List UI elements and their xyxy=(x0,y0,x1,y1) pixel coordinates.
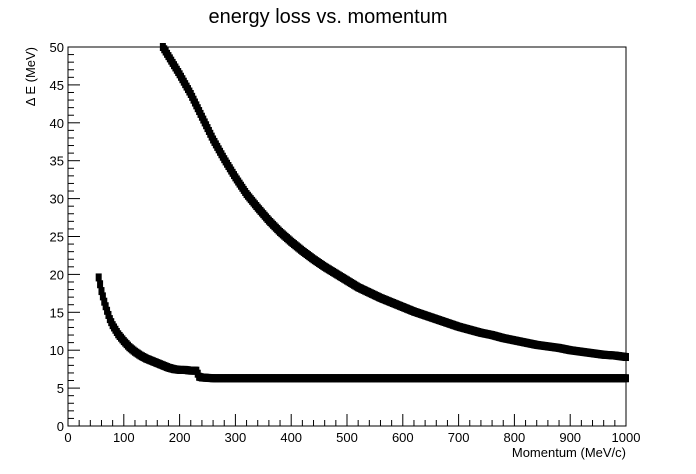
x-tick-label: 800 xyxy=(504,430,526,445)
data-point xyxy=(95,273,102,282)
data-point xyxy=(623,374,629,383)
y-tick-label: 10 xyxy=(50,343,64,358)
series-2 xyxy=(95,273,629,383)
chart-title: energy loss vs. momentum xyxy=(209,6,448,28)
y-tick-label: 5 xyxy=(57,381,64,396)
x-tick-label: 600 xyxy=(392,430,414,445)
data-point xyxy=(623,353,629,362)
data-point xyxy=(105,310,112,319)
data-point xyxy=(104,306,111,315)
data-point xyxy=(101,297,108,306)
x-tick-label: 500 xyxy=(336,430,358,445)
y-axis-title: Δ E (MeV) xyxy=(23,47,38,106)
y-tick-label: 25 xyxy=(50,230,64,245)
x-tick-label: 400 xyxy=(280,430,302,445)
x-tick-label: 700 xyxy=(448,430,470,445)
data-points xyxy=(95,43,629,383)
x-tick-label: 1000 xyxy=(612,430,641,445)
y-tick-label: 45 xyxy=(50,78,64,93)
y-tick-label: 20 xyxy=(50,267,64,282)
y-tick-label: 15 xyxy=(50,305,64,320)
x-tick-label: 100 xyxy=(113,430,135,445)
x-axis: 0 100 200 300 400 500 600 700 800 900 1000 xyxy=(64,414,640,445)
y-axis: 0 5 10 15 20 25 30 35 40 45 50 xyxy=(50,40,80,434)
y-tick-label: 50 xyxy=(50,40,64,55)
y-tick-label: 0 xyxy=(57,419,64,434)
data-point xyxy=(97,280,104,289)
plot-frame xyxy=(67,46,627,427)
x-tick-label: 200 xyxy=(169,430,191,445)
x-axis-title: Momentum (MeV/c) xyxy=(512,445,626,460)
x-tick-label: 900 xyxy=(559,430,581,445)
x-tick-label: 0 xyxy=(64,430,71,445)
data-point xyxy=(99,292,106,301)
y-tick-label: 35 xyxy=(50,154,64,169)
data-point xyxy=(98,287,105,296)
data-point xyxy=(102,302,109,311)
x-tick-label: 300 xyxy=(225,430,247,445)
series-1 xyxy=(159,43,629,362)
y-tick-label: 40 xyxy=(50,116,64,131)
y-tick-label: 30 xyxy=(50,192,64,207)
